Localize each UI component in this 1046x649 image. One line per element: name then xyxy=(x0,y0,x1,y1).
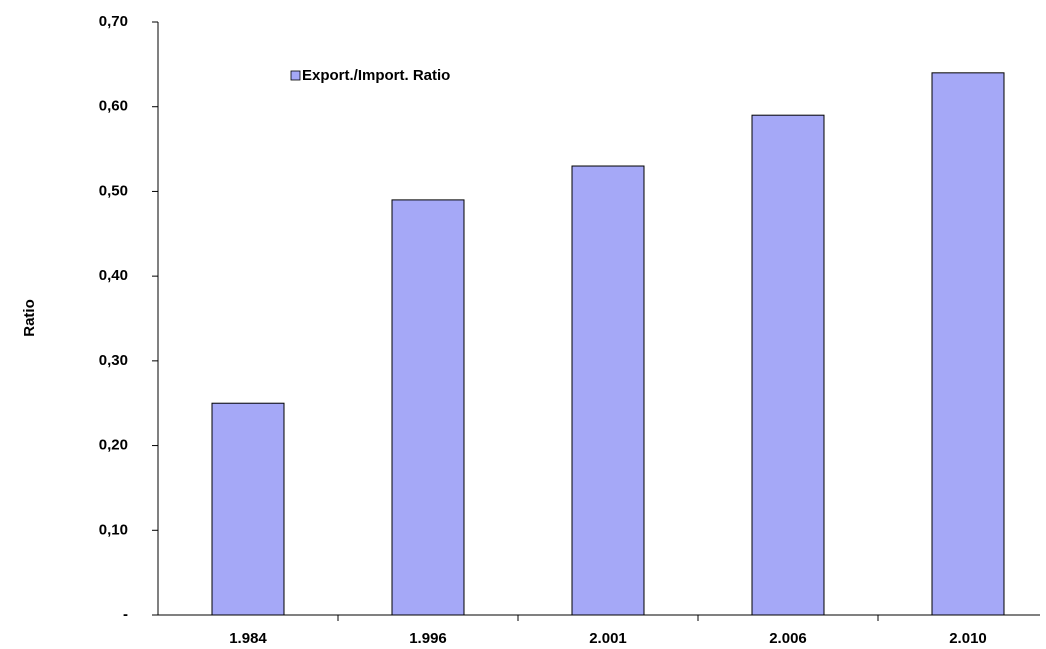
legend-label: Export./Import. Ratio xyxy=(302,67,450,84)
y-tick-label: - xyxy=(123,606,128,623)
y-tick-label: 0,50 xyxy=(99,182,128,199)
y-tick-label: 0,70 xyxy=(99,13,128,30)
bar xyxy=(211,402,285,616)
y-tick-label: 0,30 xyxy=(99,352,128,369)
y-tick-label: 0,60 xyxy=(99,98,128,115)
y-axis-label: Ratio xyxy=(21,299,38,337)
y-tick-label: 0,10 xyxy=(99,521,128,538)
y-tick-label: 0,40 xyxy=(99,267,128,284)
y-tick-label: 0,20 xyxy=(99,437,128,454)
x-tick-label: 2.010 xyxy=(949,630,987,647)
x-tick-label: 2.001 xyxy=(589,630,627,647)
bar xyxy=(751,114,825,616)
legend-swatch xyxy=(290,70,301,81)
x-tick-label: 2.006 xyxy=(769,630,807,647)
x-tick-label: 1.984 xyxy=(229,630,267,647)
x-tick-label: 1.996 xyxy=(409,630,447,647)
bar xyxy=(391,199,465,616)
bar xyxy=(931,72,1005,616)
bar xyxy=(571,165,645,616)
